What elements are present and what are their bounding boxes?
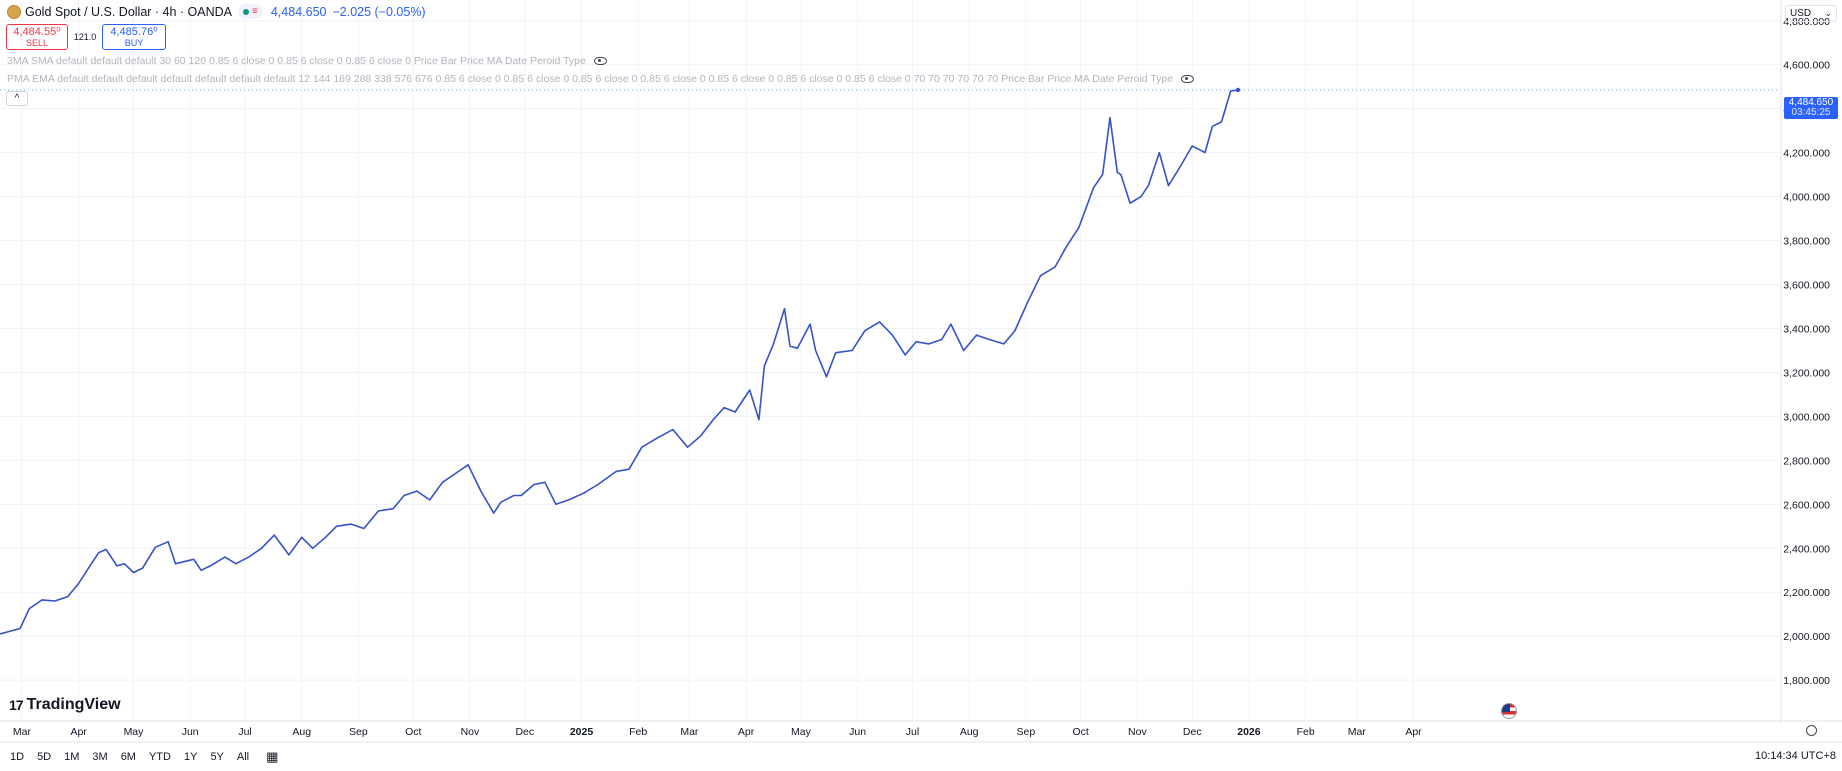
tradingview-logo-text: TradingView [26, 696, 121, 713]
x-tick-label: Nov [461, 726, 480, 738]
x-tick-label: Jun [182, 726, 199, 738]
indicator-pma-label: PMA EMA default default default default … [7, 73, 1174, 85]
sell-button[interactable]: 4,484.55⁰ SELL [6, 24, 68, 50]
us-flag-icon[interactable] [1501, 703, 1517, 719]
range-ytd-button[interactable]: YTD [148, 751, 171, 763]
eye-icon[interactable] [1181, 75, 1195, 83]
current-price-label: 4,484.650 [1788, 97, 1834, 108]
y-tick-label: 4,600.000 [1783, 60, 1830, 72]
tradingview-logo-mark: 17 [9, 697, 24, 713]
x-tick-label: Oct [1073, 726, 1089, 738]
range-all-button[interactable]: All [236, 751, 250, 763]
x-tick-label: Dec [515, 726, 534, 738]
indicator-pma[interactable]: PMA EMA default default default default … [7, 73, 1195, 85]
y-tick-label: 2,400.000 [1783, 543, 1830, 555]
range-5d-button[interactable]: 5D [37, 751, 52, 763]
x-tick-label: Sep [1017, 726, 1036, 738]
tradingview-logo[interactable]: 17 TradingView [9, 696, 121, 714]
y-tick-label: 2,000.000 [1783, 631, 1830, 643]
market-status-badge[interactable]: ≡ [238, 4, 263, 19]
gold-coin-icon [7, 4, 21, 19]
x-tick-label: Jul [238, 726, 251, 738]
buy-label: BUY [124, 38, 144, 48]
x-tick-label: Nov [1128, 726, 1147, 738]
buy-price: 4,485.76⁰ [110, 26, 158, 38]
range-6m-button[interactable]: 6M [120, 751, 136, 763]
currency-selector[interactable]: USD ⌄ [1785, 5, 1837, 22]
indicator-3ma[interactable]: 3MA SMA default default default 30 60 12… [7, 55, 607, 67]
x-tick-label: Mar [680, 726, 699, 738]
x-tick-label: Apr [70, 726, 87, 738]
chevron-down-icon: ⌄ [1824, 8, 1832, 18]
price-series-line[interactable] [0, 89, 1239, 635]
x-tick-label: May [124, 726, 145, 738]
buy-button[interactable]: 4,485.76⁰ BUY [102, 24, 166, 50]
x-tick-label: May [791, 726, 812, 738]
sell-label: SELL [25, 38, 49, 48]
spread-value: 121.0 [73, 32, 97, 42]
x-tick-label: Apr [1405, 726, 1422, 738]
bars-icon: ≡ [252, 5, 258, 17]
x-tick-label: Apr [738, 726, 755, 738]
y-tick-label: 2,800.000 [1783, 455, 1830, 467]
symbol-title[interactable]: Gold Spot / U.S. Dollar · 4h · OANDA [25, 4, 233, 19]
range-3m-button[interactable]: 3M [92, 751, 108, 763]
x-tick-label: Jun [849, 726, 866, 738]
indicator-3ma-label: 3MA SMA default default default 30 60 12… [7, 55, 586, 67]
x-tick-label: Mar [13, 726, 32, 738]
x-tick-label: Aug [960, 726, 979, 738]
y-tick-label: 3,200.000 [1783, 367, 1830, 379]
clock-readout[interactable]: 10:14:34 UTC+8 [1754, 750, 1836, 762]
range-1d-button[interactable]: 1D [10, 751, 25, 763]
x-tick-label: Sep [349, 726, 368, 738]
symbol-legend: Gold Spot / U.S. Dollar · 4h · OANDA ≡ 4… [7, 4, 426, 19]
x-tick-label: Feb [1297, 726, 1315, 738]
sell-price: 4,484.55⁰ [13, 26, 61, 38]
bar-countdown: 03:45:25 [1791, 107, 1831, 118]
y-tick-label: 3,600.000 [1783, 280, 1830, 292]
calendar-icon[interactable]: ▦ [266, 749, 279, 764]
last-price-marker [1235, 87, 1241, 93]
y-tick-label: 3,400.000 [1783, 323, 1830, 335]
collapse-legend-button[interactable]: ^ [6, 91, 28, 106]
y-tick-label: 2,600.000 [1783, 499, 1830, 511]
range-5y-button[interactable]: 5Y [210, 751, 224, 763]
y-tick-label: 3,800.000 [1783, 236, 1830, 248]
range-1m-button[interactable]: 1M [64, 751, 80, 763]
x-tick-label: Feb [629, 726, 647, 738]
currency-label: USD [1790, 8, 1812, 19]
gear-icon[interactable] [1806, 725, 1817, 736]
x-tick-label: Mar [1348, 726, 1367, 738]
market-open-dot-icon [243, 8, 250, 15]
y-tick-label: 2,200.000 [1783, 587, 1830, 599]
x-tick-label: Jul [906, 726, 919, 738]
y-tick-label: 3,000.000 [1783, 411, 1830, 423]
price-change: −2.025 (−0.05%) [332, 4, 426, 19]
last-price: 4,484.650 [270, 4, 327, 19]
bottom-toolbar: 1D 5D 1M 3M 6M YTD 1Y 5Y All ▦ [0, 743, 1842, 771]
x-tick-label: Dec [1183, 726, 1202, 738]
range-1y-button[interactable]: 1Y [183, 751, 198, 763]
x-tick-label: 2026 [1237, 726, 1261, 738]
y-tick-label: 4,000.000 [1783, 192, 1830, 204]
x-tick-label: Oct [405, 726, 421, 738]
current-price-tag: 4,484.650 03:45:25 [1784, 97, 1838, 119]
y-tick-label: 1,800.000 [1783, 675, 1830, 687]
x-tick-label: Aug [292, 726, 311, 738]
x-tick-label: 2025 [570, 726, 594, 738]
eye-icon[interactable] [593, 57, 607, 65]
y-tick-label: 4,200.000 [1783, 148, 1830, 160]
